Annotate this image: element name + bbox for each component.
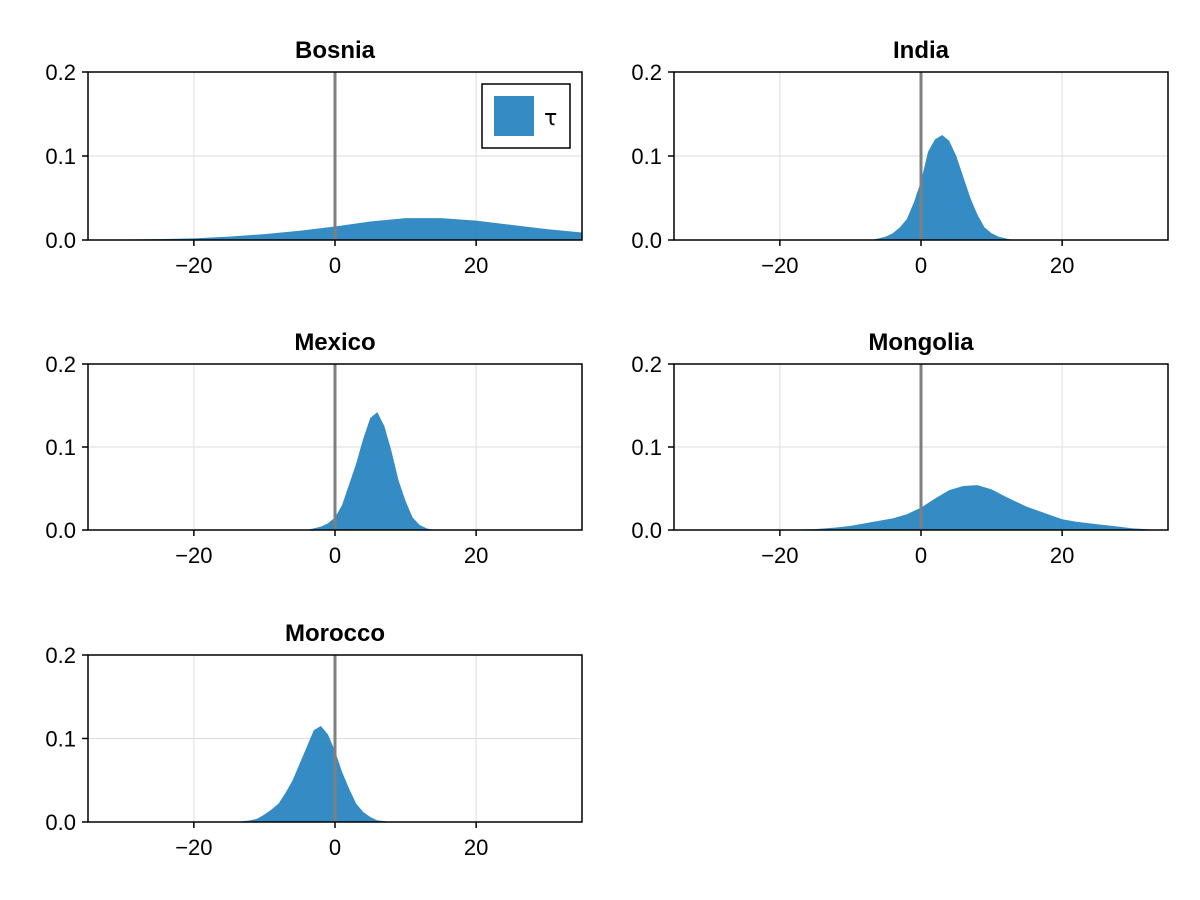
- legend-swatch: [494, 96, 534, 136]
- y-tick-label: 0.1: [45, 435, 76, 460]
- panel-1: −20 0 20 0.0 0.1 0.2 India: [631, 37, 1169, 278]
- y-tick-label: 0.1: [45, 144, 76, 169]
- x-tick-label: 20: [464, 253, 488, 278]
- x-tick-label: 0: [329, 835, 341, 860]
- panel-0: −20 0 20 0.0 0.1 0.2 Bosnia: [45, 37, 583, 278]
- y-tick-label: 0.1: [45, 727, 76, 752]
- y-tick-label: 0.2: [45, 352, 76, 377]
- y-tick-label: 0.0: [45, 810, 76, 835]
- panel-title: Mexico: [294, 329, 375, 356]
- density-area: [871, 135, 1013, 240]
- x-tick-label: 20: [464, 543, 488, 568]
- x-tick-label: 0: [915, 253, 927, 278]
- y-tick-label: 0.0: [45, 518, 76, 543]
- panel-title: Mongolia: [868, 329, 974, 356]
- y-tick-label: 0.2: [631, 60, 662, 85]
- legend-label: τ: [544, 106, 557, 131]
- x-tick-label: −20: [761, 253, 798, 278]
- y-tick-label: 0.1: [631, 435, 662, 460]
- panel-title: Morocco: [285, 620, 385, 647]
- x-tick-label: −20: [175, 835, 212, 860]
- panel-title: India: [893, 37, 950, 64]
- x-tick-label: 20: [1050, 253, 1074, 278]
- y-tick-label: 0.2: [45, 643, 76, 668]
- x-tick-label: −20: [175, 253, 212, 278]
- y-tick-label: 0.0: [631, 518, 662, 543]
- y-tick-label: 0.0: [45, 228, 76, 253]
- x-tick-label: 0: [329, 253, 341, 278]
- x-tick-label: −20: [761, 543, 798, 568]
- density-area: [306, 412, 434, 530]
- panel-3: −20 0 20 0.0 0.1 0.2 Mongolia: [631, 329, 1169, 568]
- panel-4: −20 0 20 0.0 0.1 0.2 Morocco: [45, 620, 583, 860]
- y-tick-label: 0.2: [631, 352, 662, 377]
- x-tick-label: 0: [329, 543, 341, 568]
- y-tick-label: 0.0: [631, 228, 662, 253]
- x-tick-label: 20: [1050, 543, 1074, 568]
- panel-2: −20 0 20 0.0 0.1 0.2 Mexico: [45, 329, 583, 568]
- legend: τ: [481, 83, 571, 149]
- x-tick-label: 20: [464, 835, 488, 860]
- x-tick-label: 0: [915, 543, 927, 568]
- density-area: [779, 485, 1168, 530]
- x-tick-label: −20: [175, 543, 212, 568]
- y-tick-label: 0.1: [631, 144, 662, 169]
- panel-title: Bosnia: [295, 37, 376, 64]
- y-tick-label: 0.2: [45, 60, 76, 85]
- density-area: [236, 725, 392, 822]
